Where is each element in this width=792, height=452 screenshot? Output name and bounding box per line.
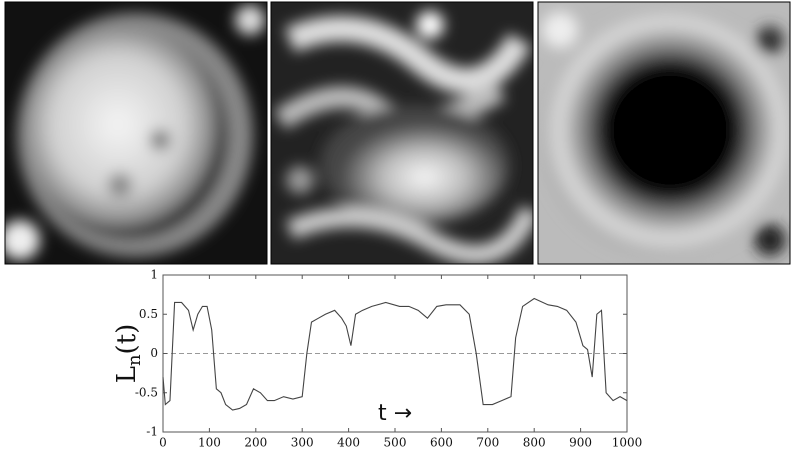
x-tick-label: 100 — [198, 436, 221, 450]
x-tick-label: 500 — [384, 436, 407, 450]
x-tick-label: 0 — [159, 436, 167, 450]
panel-frame — [537, 1, 791, 265]
y-tick-label: -0.5 — [135, 385, 158, 399]
x-tick-label: 400 — [337, 436, 360, 450]
x-tick-label: 300 — [291, 436, 314, 450]
panel-frame — [4, 1, 268, 265]
y-tick-label: 0.5 — [139, 307, 158, 321]
y-tick-label: 0 — [150, 346, 158, 360]
x-tick-label: 200 — [244, 436, 267, 450]
x-tick-label: 600 — [430, 436, 453, 450]
y-axis-label-part: L — [112, 366, 142, 383]
y-axis-label-part: (t) — [112, 324, 142, 355]
x-tick-label: 700 — [476, 436, 499, 450]
x-tick-label: 1000 — [612, 436, 643, 450]
x-tick-label: 800 — [523, 436, 546, 450]
panel-right — [538, 2, 790, 264]
line-chart: -1 -0.5 0 0.5 1 0 100 200 300 400 500 600 700 800 900 1… — [112, 268, 642, 450]
y-axis-label-part: n — [124, 354, 145, 366]
annotation: t → — [378, 401, 412, 426]
panel-left — [5, 2, 267, 264]
y-axis-label: Ln(t) — [112, 324, 145, 384]
y-tick-label: 1 — [150, 268, 158, 282]
panel-middle — [271, 2, 533, 264]
y-tick-label: -1 — [146, 425, 158, 439]
x-tick-label: 900 — [569, 436, 592, 450]
data-line — [162, 297, 628, 411]
panel-frame — [270, 1, 534, 265]
